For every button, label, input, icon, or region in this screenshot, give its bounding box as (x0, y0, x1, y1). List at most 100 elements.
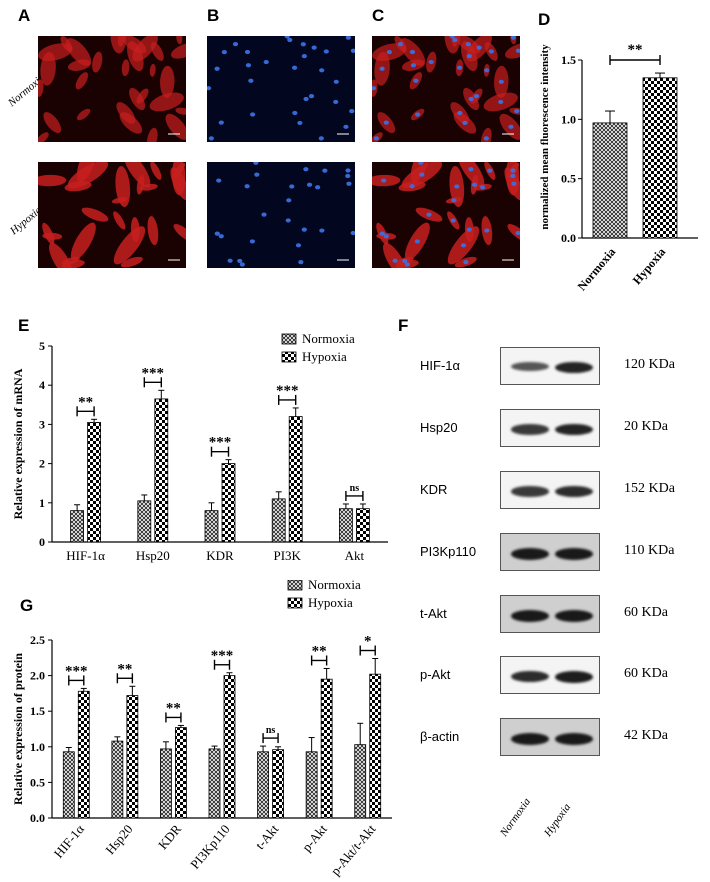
blot-band (511, 548, 549, 560)
blot-protein-label: t-Akt (420, 606, 447, 621)
legend-swatch (287, 597, 303, 609)
panel-label-d: D (538, 10, 551, 29)
blot-strip (500, 718, 600, 756)
y-tick-label: 1.5 (30, 704, 45, 718)
bar-normoxia (592, 122, 628, 239)
significance-label: ** (117, 661, 132, 677)
bar-hypoxia (320, 678, 333, 819)
bar-hypoxia (175, 727, 187, 819)
bar-hypoxia (642, 77, 678, 239)
legend-label: Hypoxia (302, 349, 347, 364)
blot-strip (500, 409, 600, 447)
bar-normoxia (137, 500, 152, 543)
micrograph-hypoxia-c (372, 162, 520, 268)
bar-hypoxia (77, 690, 90, 819)
blot-band (511, 610, 549, 622)
y-axis-label: Relative expression of protein (11, 653, 25, 805)
blot-strip (500, 347, 600, 385)
legend-swatch (281, 351, 297, 363)
blot-protein-label: Hsp20 (420, 420, 458, 435)
x-tick-label: Normoxia (575, 245, 619, 293)
blot-lane-label: Hypoxia (542, 801, 574, 839)
y-axis-label: Relative expression of mRNA (11, 368, 25, 519)
bar-normoxia (70, 510, 84, 543)
y-tick-label: 1.0 (561, 112, 576, 126)
x-tick-label: HIF-1α (66, 548, 105, 563)
significance-label: *** (276, 383, 299, 399)
significance-label: ** (312, 643, 327, 659)
bar-hypoxia (223, 675, 236, 819)
x-tick-label: KDR (206, 548, 234, 563)
chart-g: 0.0 0.5 1.0 1.5 2.0 2.5 Relative expression of… (11, 580, 392, 878)
y-tick-label: 5 (39, 339, 45, 353)
bar-normoxia (111, 740, 124, 819)
blot-protein-label: PI3Kp110 (420, 544, 477, 559)
y-tick-label: 1.5 (561, 53, 576, 67)
significance-label: ns (266, 725, 276, 736)
bar-normoxia (338, 508, 353, 543)
significance-label: ** (78, 394, 93, 410)
significance-label: *** (211, 648, 234, 664)
panel-label-e: E (18, 316, 30, 335)
x-tick-label: p-Akt/t-Akt (328, 821, 379, 878)
blot-kda-label: 120 KDa (624, 357, 675, 372)
significance-label: ns (350, 483, 360, 494)
bar-hypoxia (272, 749, 284, 819)
blot-protein-label: β-actin (420, 729, 460, 744)
y-tick-label: 0 (39, 535, 45, 549)
x-tick-label: HIF-1α (51, 821, 87, 860)
y-tick-label: 1.0 (30, 740, 45, 754)
bar-normoxia (354, 744, 367, 819)
significance-label: * (364, 634, 372, 650)
blot-kda-label: 110 KDa (624, 543, 675, 558)
legend-label: Normoxia (302, 331, 355, 346)
bar-normoxia (62, 751, 75, 819)
blot-strip (500, 471, 600, 509)
x-tick-label: t-Akt (252, 821, 281, 852)
bar-hypoxia (87, 422, 101, 543)
y-tick-label: 1 (39, 496, 45, 510)
blot-band (555, 733, 593, 745)
blot-strip (500, 533, 600, 571)
micrograph-hypoxia-a (38, 162, 186, 268)
significance-label: *** (142, 365, 165, 381)
y-tick-label: 3 (39, 417, 45, 431)
bar-hypoxia (221, 463, 236, 543)
bar-hypoxia (369, 673, 382, 819)
blot-band (511, 671, 549, 683)
blot-protein-label: KDR (420, 482, 448, 497)
y-tick-label: 2.5 (30, 633, 45, 647)
micrograph-normoxia-c (372, 36, 520, 142)
chart-e: 0 1 2 3 4 5 Relative expression of mRNA ** HIF-1… (11, 331, 388, 563)
significance-label: ** (166, 700, 181, 716)
bar-normoxia (160, 748, 172, 819)
chart-d: 0.0 0.5 1.0 1.5 normalized mean fluorescence… (540, 42, 698, 293)
blot-band (511, 733, 549, 745)
panel-label-c: C (372, 6, 385, 25)
blot-lane-label: Normoxia (498, 795, 534, 839)
panel-label-g: G (20, 596, 34, 615)
blot-kda-label: 42 KDa (624, 728, 668, 743)
panel-label-b: B (207, 6, 220, 25)
micrograph-normoxia-a (38, 36, 186, 142)
y-tick-label: 2.0 (30, 669, 45, 683)
significance-label: *** (209, 435, 232, 451)
bar-normoxia (204, 510, 219, 543)
panel-label-f: F (398, 316, 409, 335)
bar-normoxia (208, 748, 221, 819)
blot-band (555, 362, 593, 374)
y-tick-label: 0.5 (30, 775, 45, 789)
y-tick-label: 4 (39, 378, 45, 392)
blot-protein-label: HIF-1α (420, 358, 461, 373)
blot-band (511, 424, 549, 435)
legend-swatch (287, 580, 303, 591)
blot-kda-label: 20 KDa (624, 419, 668, 434)
legend-swatch (281, 333, 297, 345)
blot-kda-label: 60 KDa (624, 666, 668, 681)
legend-label: Normoxia (308, 580, 361, 592)
x-tick-label: Hsp20 (136, 548, 170, 563)
bar-hypoxia (355, 508, 370, 543)
x-tick-label: PI3K (273, 548, 301, 563)
x-tick-label: KDR (155, 821, 184, 852)
x-tick-label: p-Akt (299, 821, 330, 854)
